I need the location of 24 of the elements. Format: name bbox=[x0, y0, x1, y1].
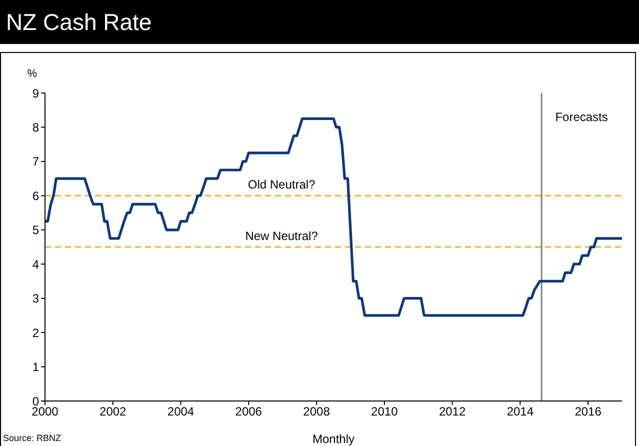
y-tick-label: 9 bbox=[32, 86, 40, 100]
y-tick-label: 4 bbox=[32, 257, 40, 272]
y-tick-label: 3 bbox=[32, 292, 40, 306]
ref-line-label: New Neutral? bbox=[245, 229, 318, 243]
y-axis-title: % bbox=[27, 68, 38, 80]
x-axis-title: Monthly bbox=[312, 432, 355, 446]
x-tick-label: 2006 bbox=[235, 404, 262, 419]
x-tick-label: 2002 bbox=[100, 404, 127, 419]
y-tick-label: 1 bbox=[32, 360, 40, 374]
x-tick-label: 2012 bbox=[438, 404, 466, 419]
source-note: Source: RBNZ bbox=[3, 433, 62, 443]
x-tick-label: 2004 bbox=[167, 404, 194, 419]
y-tick-label: 2 bbox=[32, 326, 40, 340]
ref-line-label: Forecasts bbox=[555, 110, 608, 124]
y-tick-label: 7 bbox=[32, 154, 40, 169]
y-tick-label: 5 bbox=[32, 223, 40, 238]
x-tick-label: 2008 bbox=[303, 404, 330, 419]
ref-line-label: Old Neutral? bbox=[248, 178, 316, 192]
chart-title: NZ Cash Rate bbox=[0, 0, 639, 44]
x-tick-label: 2014 bbox=[506, 404, 534, 419]
y-tick-label: 6 bbox=[32, 188, 40, 203]
y-tick-label: 8 bbox=[32, 120, 40, 134]
x-tick-label: 2016 bbox=[574, 404, 602, 419]
x-tick-label: 2010 bbox=[371, 404, 398, 419]
